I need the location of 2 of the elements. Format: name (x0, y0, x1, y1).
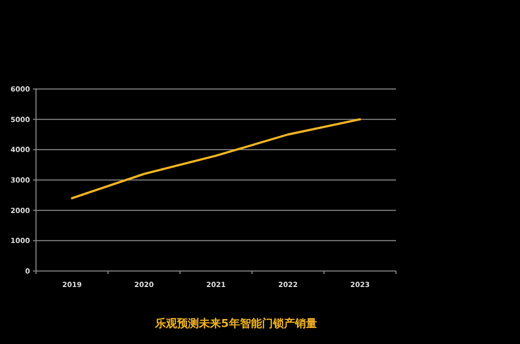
line-series (70, 118, 362, 200)
text: 乐观预测未来5年智能门锁产销量 (154, 317, 317, 330)
